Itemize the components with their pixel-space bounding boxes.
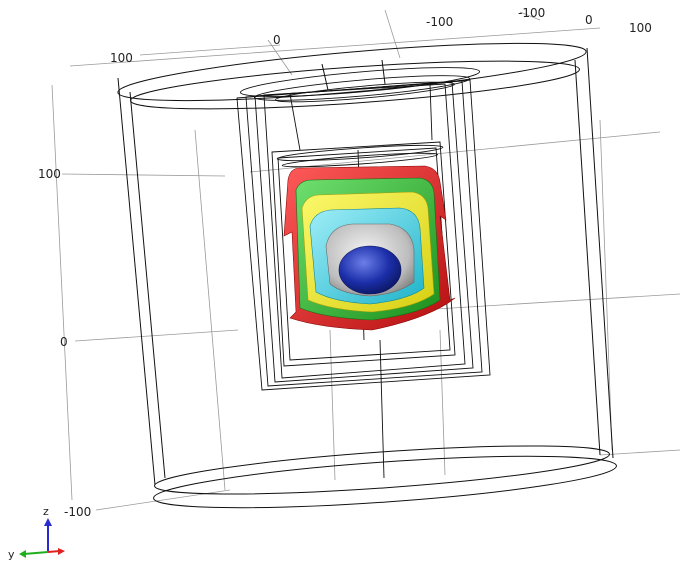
tick-top-100-left: 100 (110, 51, 133, 65)
tick-top-neg100-b: -100 (426, 15, 453, 29)
tick-top-100-right: 100 (629, 21, 652, 35)
axis-triad: z y (8, 505, 65, 561)
inner-cylinder-rims (240, 67, 480, 168)
iso-surface-blue-core (338, 245, 402, 295)
triad-y-label: y (8, 548, 15, 561)
tick-top-0-left: 0 (273, 33, 281, 47)
outer-cylinder-wireframe (117, 42, 617, 509)
tick-top-neg100-a: -100 (518, 6, 545, 20)
grid-lines (51, 9, 681, 511)
nested-inner-boxes (236, 79, 491, 479)
axis-tick-labels: -100 -100 0 100 0 100 100 0 -100 (38, 6, 652, 519)
tick-left-neg100: -100 (64, 505, 91, 519)
tick-left-0: 0 (60, 335, 68, 349)
tick-top-0-right: 0 (585, 13, 593, 27)
tick-left-100: 100 (38, 167, 61, 181)
triad-z-label: z (43, 505, 49, 518)
